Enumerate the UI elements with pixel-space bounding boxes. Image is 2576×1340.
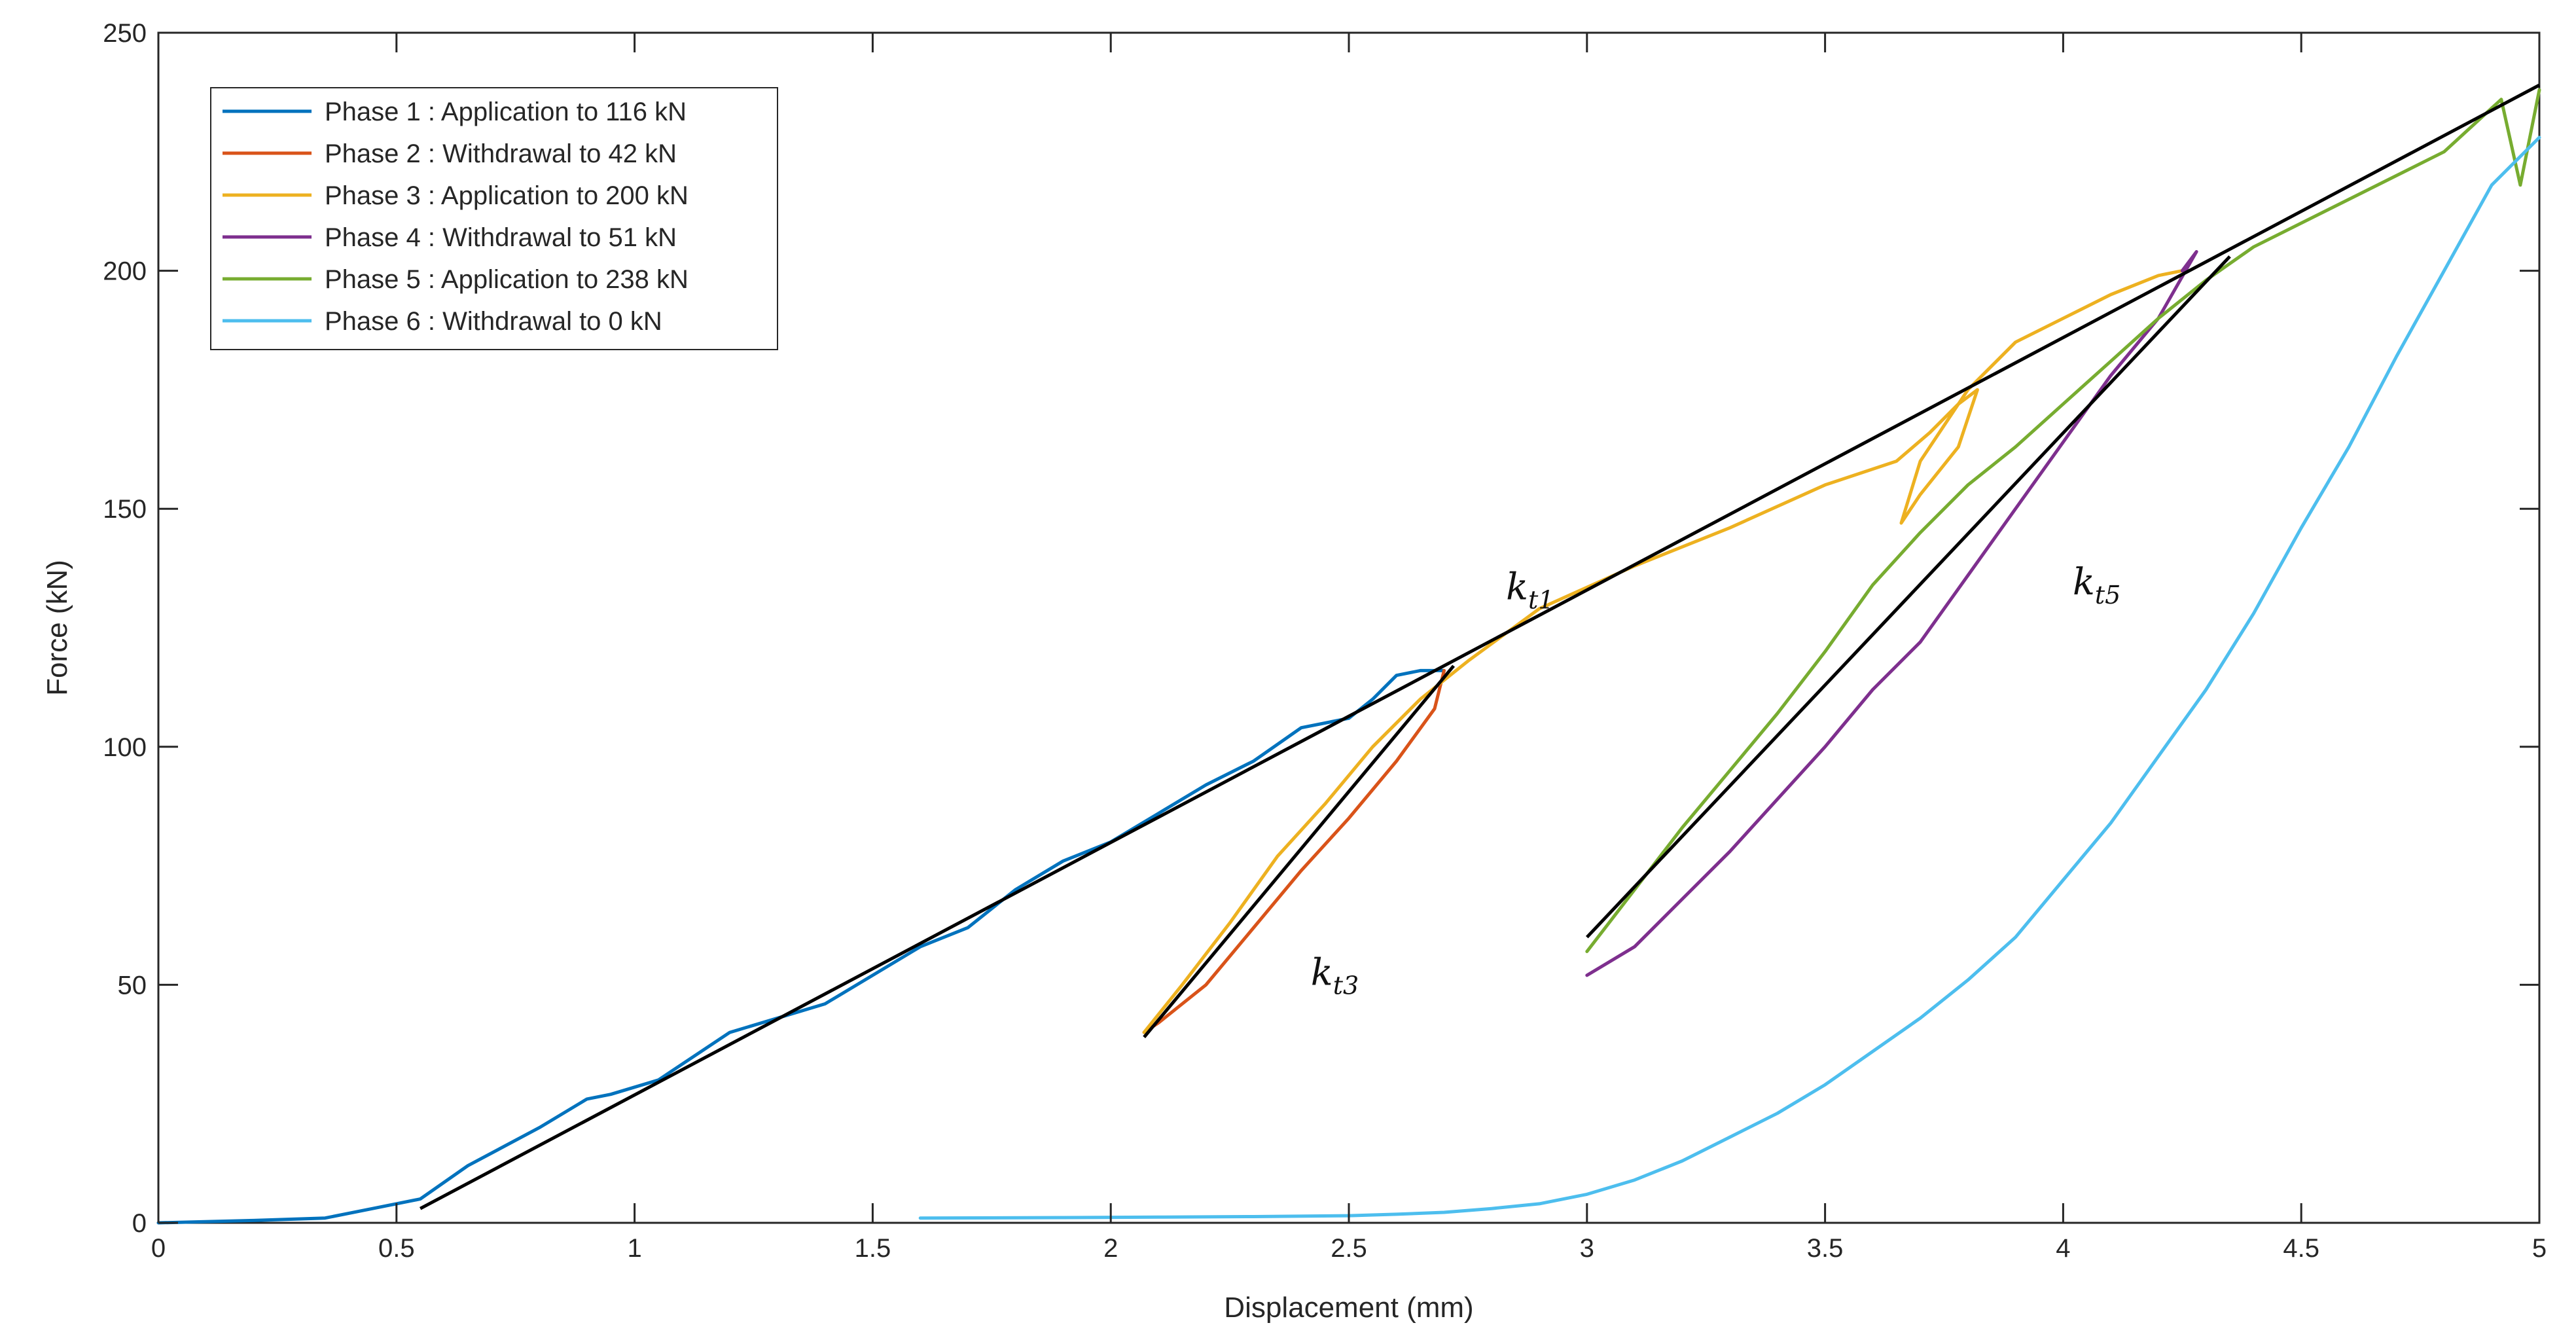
y-tick-label: 100 [103,733,147,762]
fit-line-kt3 [1143,664,1455,1038]
annotation-subscript: t5 [2095,581,2120,609]
legend-label: Phase 2 : Withdrawal to 42 kN [325,139,677,168]
x-tick-label: 0 [151,1234,166,1263]
legend-label: Phase 1 : Application to 116 kN [325,98,687,126]
fit-line-kt1 [420,83,2541,1210]
x-tick-label: 4.5 [2283,1234,2319,1263]
stiffness-annotation: kt1 [1506,566,1554,614]
x-tick-label: 2 [1103,1234,1118,1263]
series-line-phase-3 [1142,269,2184,1034]
y-tick-label: 250 [103,19,147,48]
x-tick-label: 3 [1580,1234,1594,1263]
y-tick-label: 0 [132,1209,147,1238]
legend-box [210,87,778,350]
legend: Phase 1 : Application to 116 kN Phase 2 :… [210,87,778,350]
y-tick-label: 150 [103,495,147,524]
fit-line-layer [420,83,2541,1210]
series-line-phase-1 [156,668,1446,1225]
x-axis-label: Displacement (mm) [1224,1292,1473,1324]
series-line-phase-5 [1585,88,2541,953]
annotation-subscript: t3 [1333,971,1359,1000]
stiffness-annotation: kt3 [1311,951,1359,1000]
series-line-phase-6 [918,136,2541,1220]
series-line-phase-4 [1585,250,2198,977]
legend-label: Phase 5 : Application to 238 kN [325,265,689,294]
x-tick-label: 3.5 [1807,1234,1844,1263]
series-line-phase-2 [1142,668,1446,1034]
x-tick-label: 1 [627,1234,641,1263]
fit-line-kt5 [1585,255,2231,939]
y-axis-ticks: 0 50 100 150 200 250 [103,19,2539,1238]
annotation-subscript: t1 [1528,585,1554,614]
stiffness-annotation: kt5 [2073,561,2120,609]
x-axis-ticks: 0 0.5 1 1.5 2 2.5 3 3.5 4 4.5 5 [151,33,2547,1263]
series-layer [156,88,2541,1225]
annotation-base: k [1506,566,1528,608]
annotation-base: k [1311,951,1333,994]
x-tick-label: 1.5 [855,1234,891,1263]
legend-label: Phase 6 : Withdrawal to 0 kN [325,307,662,336]
legend-label: Phase 4 : Withdrawal to 51 kN [325,223,677,252]
x-tick-label: 5 [2532,1234,2547,1263]
x-tick-label: 0.5 [378,1234,415,1263]
x-tick-label: 2.5 [1331,1234,1367,1263]
y-tick-label: 200 [103,257,147,286]
x-tick-label: 4 [2056,1234,2070,1263]
y-axis-label: Force (kN) [41,560,73,696]
annotation-base: k [2073,561,2095,604]
y-tick-label: 50 [118,971,147,1000]
legend-label: Phase 3 : Application to 200 kN [325,181,689,210]
